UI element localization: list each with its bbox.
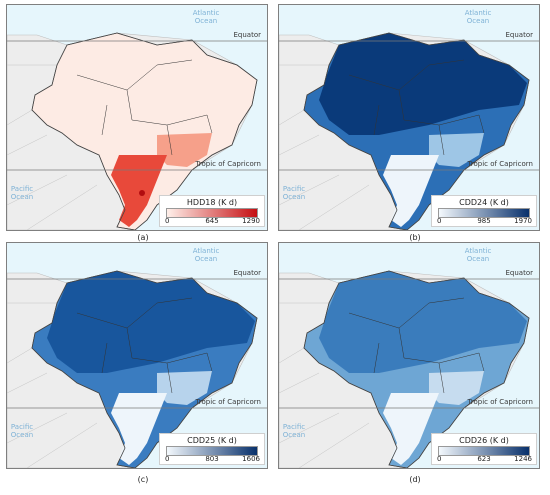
legend-tick-label: 1246 — [514, 455, 532, 463]
legend-tick-label: 0 — [165, 217, 170, 225]
legend-tick-label: 1290 — [242, 217, 260, 225]
caption-a: (a) — [137, 233, 149, 242]
map-svg — [279, 32, 539, 230]
map-svg — [7, 270, 267, 468]
state-border — [373, 342, 380, 374]
equator-label: Equator — [505, 269, 534, 277]
neighbor-border — [7, 412, 68, 444]
legend-color-bar — [438, 208, 530, 218]
state-border — [101, 342, 108, 374]
neighbor-border — [7, 134, 48, 156]
state-border — [398, 59, 465, 91]
legend-tick-label: 985 — [477, 217, 491, 225]
atlantic-ocean-label: Atlantic Ocean — [192, 9, 220, 25]
legend-color-bar — [166, 208, 258, 218]
north-region — [319, 33, 527, 135]
color-legend: CDD24 (K d) 0 985 1970 — [431, 195, 537, 227]
neighbor-border — [7, 109, 33, 126]
pacific-ocean-label: Pacific Ocean — [282, 185, 306, 201]
brazil-outline — [303, 270, 530, 468]
map-svg — [279, 270, 539, 468]
brazil-outline — [31, 32, 258, 230]
equator-label: Equator — [233, 269, 262, 277]
color-legend: HDD18 (K d) 0 645 1290 — [159, 195, 265, 227]
neighbor-border — [26, 184, 98, 230]
legend-title: CDD24 (K d) — [459, 198, 509, 207]
legend-tick-label: 645 — [205, 217, 219, 225]
legend-title: CDD26 (K d) — [459, 436, 509, 445]
neighbor-border — [279, 109, 305, 126]
legend-tick-label: 0 — [437, 455, 442, 463]
equator-label: Equator — [233, 31, 262, 39]
map-panel-c: Atlantic Ocean Equator Pacific Ocean Tropic… — [6, 242, 268, 469]
tropic-label: Tropic of Capricorn — [195, 160, 261, 168]
legend-tick-label: 1970 — [514, 217, 532, 225]
state-border — [126, 59, 193, 91]
legend-tick-label: 1606 — [242, 455, 260, 463]
state-border — [166, 362, 173, 394]
tropic-label: Tropic of Capricorn — [467, 398, 533, 406]
brazil-outline — [31, 270, 258, 468]
atlantic-ocean-label: Atlantic Ocean — [464, 9, 492, 25]
neighbor-border — [7, 174, 68, 206]
legend-tick-label: 803 — [205, 455, 219, 463]
map-svg — [7, 32, 267, 230]
state-border — [398, 297, 465, 329]
legend-tick-label: 0 — [437, 217, 442, 225]
caption-b: (b) — [409, 233, 421, 242]
state-border — [438, 124, 445, 156]
north-region — [319, 271, 527, 373]
state-border — [206, 114, 213, 134]
map-panel-b: Atlantic Ocean Equator Pacific Ocean Tropic… — [278, 4, 540, 231]
legend-color-bar — [438, 446, 530, 456]
pacific-ocean-label: Pacific Ocean — [10, 185, 34, 201]
state-border — [101, 104, 108, 136]
color-legend: CDD25 (K d) 0 803 1606 — [159, 433, 265, 465]
state-border — [438, 362, 445, 394]
southeast-region — [157, 133, 212, 167]
neighbor-border — [298, 184, 370, 230]
tropic-label: Tropic of Capricorn — [467, 160, 533, 168]
state-border — [478, 352, 485, 372]
pacific-ocean-label: Pacific Ocean — [10, 423, 34, 439]
state-border — [478, 114, 485, 134]
state-border — [206, 352, 213, 372]
neighbor-border — [279, 347, 305, 364]
neighbor-border — [26, 422, 98, 468]
legend-tick-label: 0 — [165, 455, 170, 463]
atlantic-ocean-label: Atlantic Ocean — [192, 247, 220, 263]
map-panel-a: Atlantic Ocean Equator Pacific Ocean Tropic… — [6, 4, 268, 231]
neighbor-border — [7, 372, 48, 394]
neighbor-border — [279, 372, 320, 394]
neighbor-border — [279, 174, 340, 206]
legend-title: CDD25 (K d) — [187, 436, 237, 445]
southeast-region — [157, 371, 212, 405]
neighbor-border — [7, 347, 33, 364]
legend-title: HDD18 (K d) — [186, 198, 238, 207]
southeast-region — [429, 133, 484, 167]
hotspot — [139, 190, 145, 196]
southeast-region — [429, 371, 484, 405]
color-legend: CDD26 (K d) 0 623 1246 — [431, 433, 537, 465]
equator-label: Equator — [505, 31, 534, 39]
state-border — [126, 297, 193, 329]
caption-c: (c) — [137, 475, 149, 484]
map-panel-d: Atlantic Ocean Equator Pacific Ocean Tropic… — [278, 242, 540, 469]
caption-d: (d) — [409, 475, 421, 484]
state-border — [166, 124, 173, 156]
neighbor-border — [279, 134, 320, 156]
atlantic-ocean-label: Atlantic Ocean — [464, 247, 492, 263]
legend-color-bar — [166, 446, 258, 456]
state-border — [373, 104, 380, 136]
pacific-ocean-label: Pacific Ocean — [282, 423, 306, 439]
legend-tick-label: 623 — [477, 455, 491, 463]
brazil-outline — [303, 32, 530, 230]
north-region — [47, 271, 255, 373]
neighbor-border — [298, 422, 370, 468]
tropic-label: Tropic of Capricorn — [195, 398, 261, 406]
neighbor-border — [279, 412, 340, 444]
